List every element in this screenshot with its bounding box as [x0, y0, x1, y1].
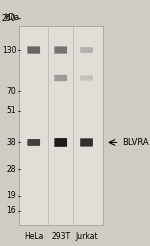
Text: 70: 70: [7, 87, 16, 96]
Text: 250: 250: [2, 14, 16, 23]
FancyBboxPatch shape: [80, 47, 93, 53]
Text: 130: 130: [2, 46, 16, 55]
FancyBboxPatch shape: [27, 139, 40, 146]
Text: 19: 19: [7, 191, 16, 200]
FancyBboxPatch shape: [54, 75, 67, 81]
FancyBboxPatch shape: [54, 46, 67, 54]
FancyBboxPatch shape: [19, 26, 103, 225]
FancyBboxPatch shape: [80, 138, 93, 147]
Text: 51: 51: [7, 106, 16, 115]
Text: kDa: kDa: [4, 13, 20, 22]
Text: 38: 38: [7, 138, 16, 147]
Text: Jurkat: Jurkat: [75, 232, 98, 242]
FancyBboxPatch shape: [80, 76, 93, 80]
FancyBboxPatch shape: [27, 46, 40, 54]
Text: 28: 28: [7, 165, 16, 174]
Text: 293T: 293T: [51, 232, 70, 242]
Text: 16: 16: [7, 206, 16, 215]
Text: BLVRA: BLVRA: [122, 138, 148, 147]
Text: HeLa: HeLa: [24, 232, 43, 242]
FancyBboxPatch shape: [54, 138, 67, 147]
